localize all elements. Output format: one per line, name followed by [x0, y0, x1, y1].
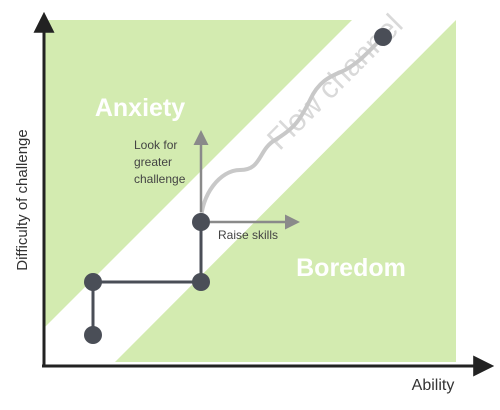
- path-node: [192, 273, 210, 291]
- path-node: [84, 273, 102, 291]
- path-node-start: [84, 326, 102, 344]
- path-node: [192, 213, 210, 231]
- raise-skills-label: Raise skills: [218, 228, 278, 242]
- anxiety-label: Anxiety: [95, 94, 185, 122]
- y-axis-label: Difficulty of challenge: [14, 129, 31, 270]
- anxiety-region: [45, 20, 352, 327]
- boredom-label: Boredom: [296, 254, 406, 282]
- greater-challenge-label-line1: Look for: [134, 138, 177, 152]
- path-node-end: [374, 28, 392, 46]
- progression-path: [91, 222, 203, 335]
- greater-challenge-label-line3: challenge: [134, 172, 186, 186]
- x-axis-label: Ability: [412, 377, 455, 394]
- greater-challenge-label-line2: greater: [134, 155, 172, 169]
- flow-wavy-path: [199, 35, 385, 224]
